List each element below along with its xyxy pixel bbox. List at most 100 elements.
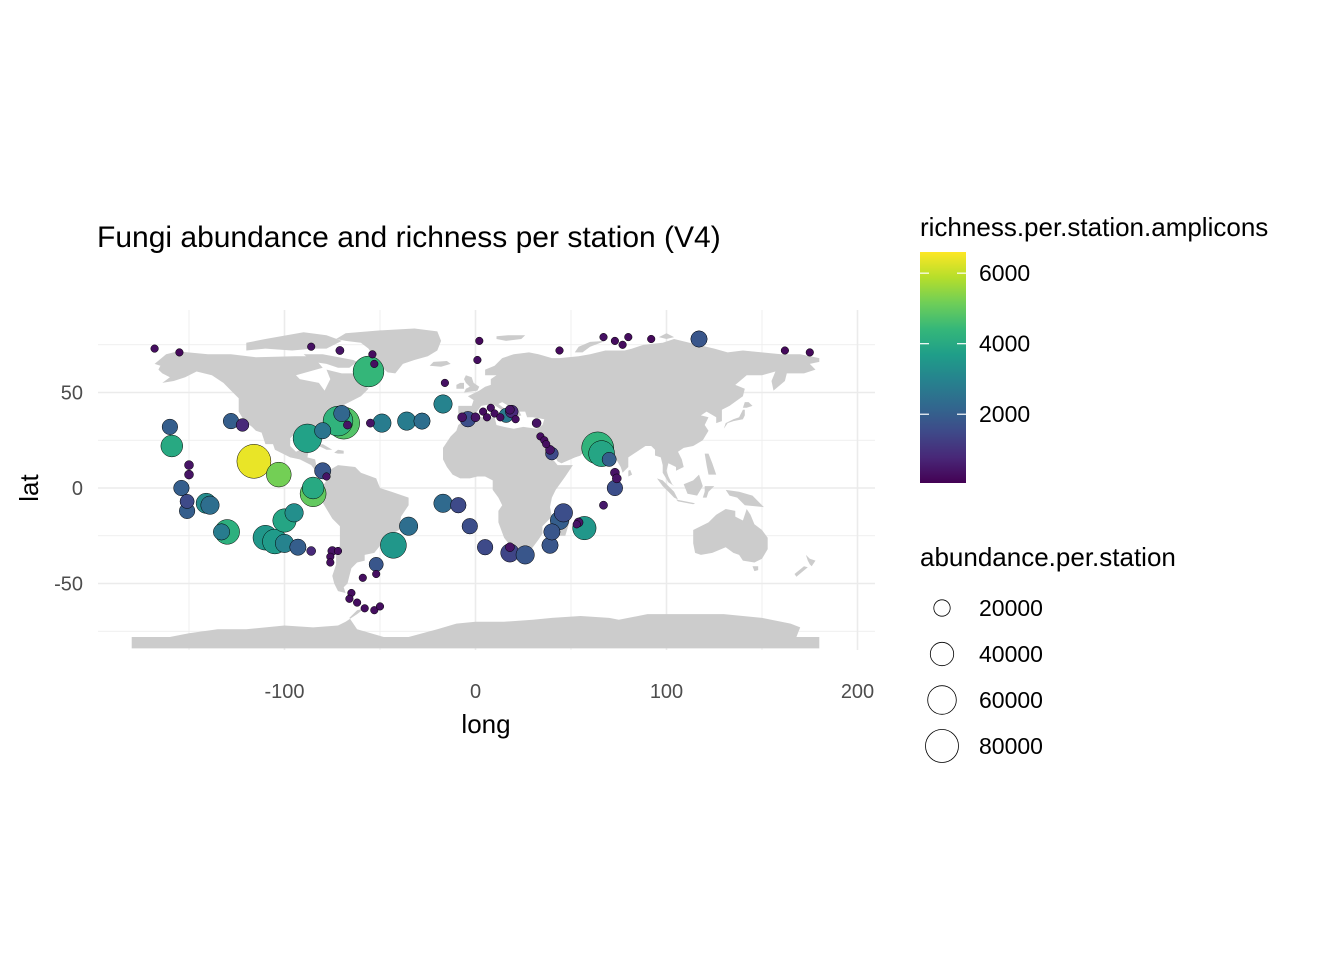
station-point	[572, 520, 581, 529]
station-point	[433, 493, 453, 513]
station-point	[343, 420, 352, 430]
station-point	[366, 418, 375, 428]
station-point	[618, 340, 627, 349]
size-legend-key	[925, 729, 959, 763]
station-point	[306, 546, 316, 556]
land-tasmania	[752, 566, 759, 572]
station-point	[457, 412, 467, 423]
station-point	[475, 336, 484, 345]
station-point	[486, 403, 495, 412]
size-legend: abundance.per.station 20000 40000 60000 800…	[920, 542, 1176, 763]
station-point	[461, 518, 478, 535]
station-point	[482, 413, 492, 422]
land-sulawesi	[702, 486, 715, 498]
station-point	[322, 472, 331, 481]
land-south-america	[320, 465, 409, 593]
land-borneo	[683, 474, 703, 496]
station-point	[473, 355, 482, 365]
station-point	[333, 405, 351, 422]
station-point	[370, 606, 379, 615]
land-hokkaido	[742, 402, 753, 408]
station-point	[266, 461, 292, 488]
land-new-guinea	[725, 489, 764, 508]
land-australia	[693, 509, 768, 563]
station-point	[307, 342, 316, 351]
size-legend-label: 20000	[979, 595, 1043, 621]
station-point	[372, 413, 392, 433]
colorbar-label: 2000	[979, 401, 1030, 427]
station-point	[505, 542, 515, 552]
station-point	[496, 413, 505, 422]
station-point	[397, 411, 417, 431]
station-point	[175, 348, 184, 357]
station-point	[200, 495, 220, 515]
land-philippines	[704, 453, 717, 475]
size-legend-key	[927, 685, 957, 715]
station-point	[352, 355, 385, 388]
x-tick-label: 100	[650, 681, 683, 703]
land-antarctica	[131, 608, 820, 649]
station-point	[213, 523, 230, 541]
station-point	[360, 604, 369, 613]
station-point	[477, 539, 494, 556]
size-legend-keys: 20000 40000 60000 80000	[925, 595, 1043, 763]
station-point	[236, 444, 272, 479]
station-point	[368, 350, 377, 359]
chart-title: Fungi abundance and richness per station…	[97, 221, 721, 254]
land-hispaniola	[334, 449, 344, 454]
land-sri-lanka	[628, 469, 633, 477]
station-point	[372, 569, 381, 579]
size-legend-key	[929, 641, 955, 667]
station-point	[184, 460, 194, 470]
x-tick-label: 0	[470, 681, 481, 703]
station-point	[624, 333, 633, 342]
station-point	[160, 434, 183, 458]
colorbar-ticks: 2000 4000 6000	[920, 260, 1030, 427]
station-point	[368, 557, 384, 572]
station-point	[450, 497, 467, 514]
y-axis-label: lat	[14, 473, 44, 501]
land-sumatra	[657, 478, 678, 500]
station-point	[284, 503, 304, 523]
station-point	[345, 594, 354, 603]
station-point	[440, 378, 449, 387]
station-point	[289, 538, 307, 556]
station-point	[690, 330, 708, 348]
x-tick-label: -100	[264, 681, 304, 703]
station-point	[333, 546, 343, 556]
station-point	[490, 409, 499, 418]
station-point	[531, 418, 542, 428]
station-point	[173, 479, 190, 497]
land-north-america	[154, 351, 369, 475]
station-point	[555, 346, 564, 355]
size-legend-key	[933, 599, 951, 617]
station-point	[370, 359, 379, 368]
station-point	[335, 346, 345, 355]
station-point	[543, 523, 561, 541]
station-point	[380, 532, 407, 559]
station-point	[179, 494, 195, 509]
color-legend-title: richness.per.station.amplicons	[920, 212, 1268, 242]
world-map-land	[131, 328, 820, 649]
station-point	[184, 469, 194, 480]
land-iceland	[429, 361, 451, 367]
land-novaya-zemlya	[574, 340, 606, 353]
y-tick-label: -50	[54, 574, 83, 596]
station-point	[599, 333, 608, 342]
size-legend-label: 80000	[979, 733, 1043, 759]
y-tick-label: 0	[72, 478, 83, 500]
land-severnaya	[658, 333, 675, 339]
station-point	[301, 476, 325, 500]
y-tick-label: 50	[61, 383, 83, 405]
colorbar-label: 6000	[979, 260, 1030, 286]
land-japan	[723, 409, 745, 429]
plot-panel	[98, 310, 875, 650]
land-java	[676, 499, 696, 505]
station-point	[610, 336, 619, 345]
station-point	[358, 573, 367, 582]
x-axis-ticks: -100 0 100 200	[264, 681, 874, 703]
y-axis-ticks: -50 0 50	[54, 383, 83, 596]
station-point	[612, 473, 622, 484]
station-point	[375, 602, 385, 611]
size-legend-label: 40000	[979, 641, 1043, 667]
